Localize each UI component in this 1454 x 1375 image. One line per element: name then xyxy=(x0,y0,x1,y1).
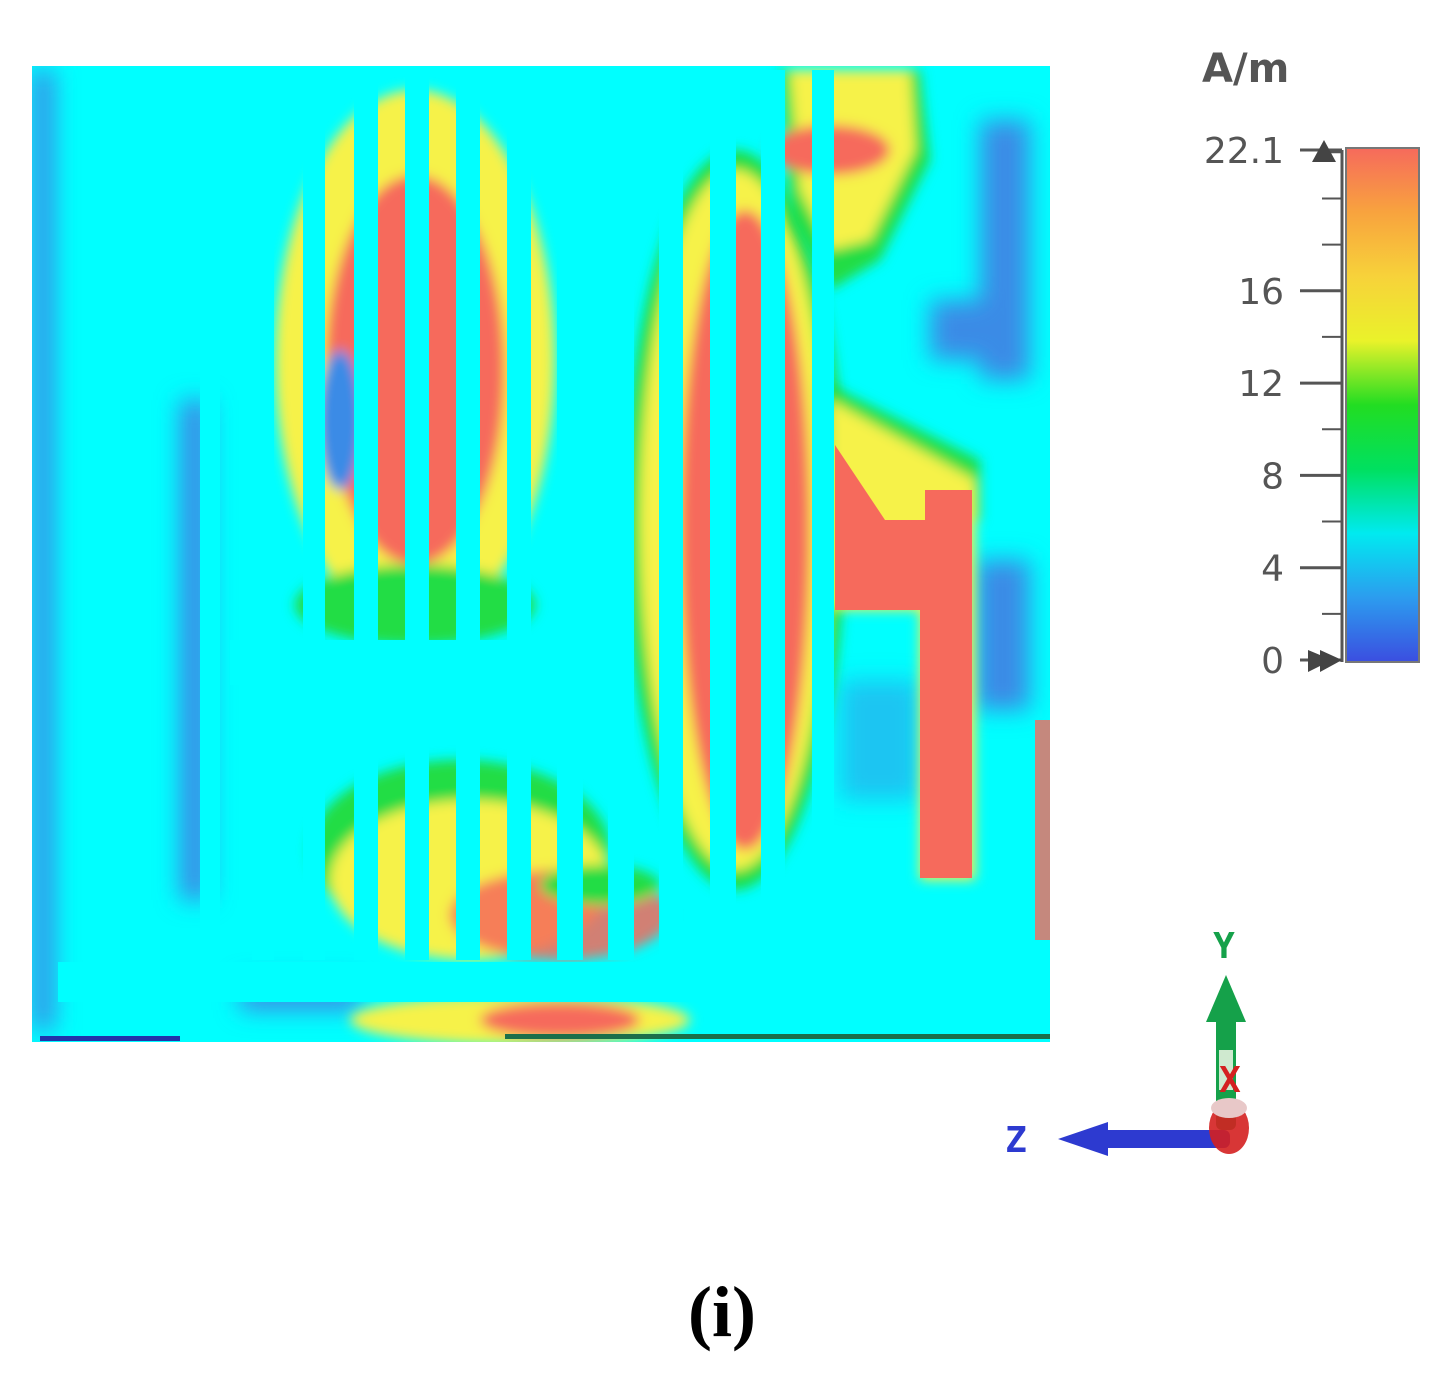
x-axis-label: X xyxy=(1219,1060,1241,1101)
colorbar: A/m 22.1 16 12 8 4 0 xyxy=(1202,46,1420,682)
y-axis-arrowhead xyxy=(1206,975,1246,1022)
colorbar-tick-label: 4 xyxy=(1261,549,1284,590)
colorbar-tick-label: 12 xyxy=(1238,364,1284,405)
slot-stripe xyxy=(812,70,834,960)
slot-stripe xyxy=(710,70,736,960)
slot-stripe xyxy=(507,70,531,960)
bottom-edge-dark-right xyxy=(505,1034,1050,1039)
slot-stripe xyxy=(303,70,325,960)
colorbar-tick-label: 22.1 xyxy=(1204,131,1284,172)
slot-stripe xyxy=(82,70,106,960)
bottom-edge-strip xyxy=(350,995,690,1042)
slot-stripes xyxy=(82,70,834,960)
y-axis-shaft-light xyxy=(1219,1050,1233,1090)
bottom-edge-dark-left xyxy=(40,1036,180,1041)
figure-caption: (i) xyxy=(688,1272,756,1352)
map-cool-regions xyxy=(32,70,1030,1030)
x-axis-marker-top xyxy=(1211,1098,1247,1118)
slot-stripe xyxy=(128,70,150,960)
z-axis-shaft xyxy=(1100,1130,1230,1148)
slot-stripe xyxy=(557,70,583,960)
slot-stripe xyxy=(608,70,634,960)
axis-triad: Y Z X xyxy=(1005,926,1249,1161)
colorbar-unit: A/m xyxy=(1202,46,1289,92)
colorbar-tick-label: 0 xyxy=(1261,641,1284,682)
slot-stripe xyxy=(200,70,220,960)
slot-stripe xyxy=(456,70,480,960)
slot-stripe xyxy=(405,70,429,960)
slot-stripe xyxy=(252,70,274,960)
z-axis-label: Z xyxy=(1005,1120,1027,1161)
horizontal-slot xyxy=(230,640,550,685)
field-map xyxy=(32,66,1050,1042)
right-hot-band xyxy=(835,445,972,878)
colorbar-tick-label: 8 xyxy=(1261,456,1284,497)
colorbar-tick-label: 16 xyxy=(1238,272,1284,313)
y-axis-label: Y xyxy=(1213,926,1235,967)
slot-stripe xyxy=(659,70,683,960)
colorbar-ticks: 22.1 16 12 8 4 0 xyxy=(1204,131,1342,682)
bottom-slot xyxy=(58,962,1048,1002)
slot-stripe xyxy=(354,70,378,960)
colorbar-gradient xyxy=(1345,147,1420,663)
colorbar-min-marker-2 xyxy=(1320,650,1342,672)
right-edge-line xyxy=(1035,720,1050,940)
z-axis-arrowhead xyxy=(1058,1122,1108,1156)
slot-stripe xyxy=(761,70,785,960)
colorbar-max-marker xyxy=(1312,140,1336,162)
